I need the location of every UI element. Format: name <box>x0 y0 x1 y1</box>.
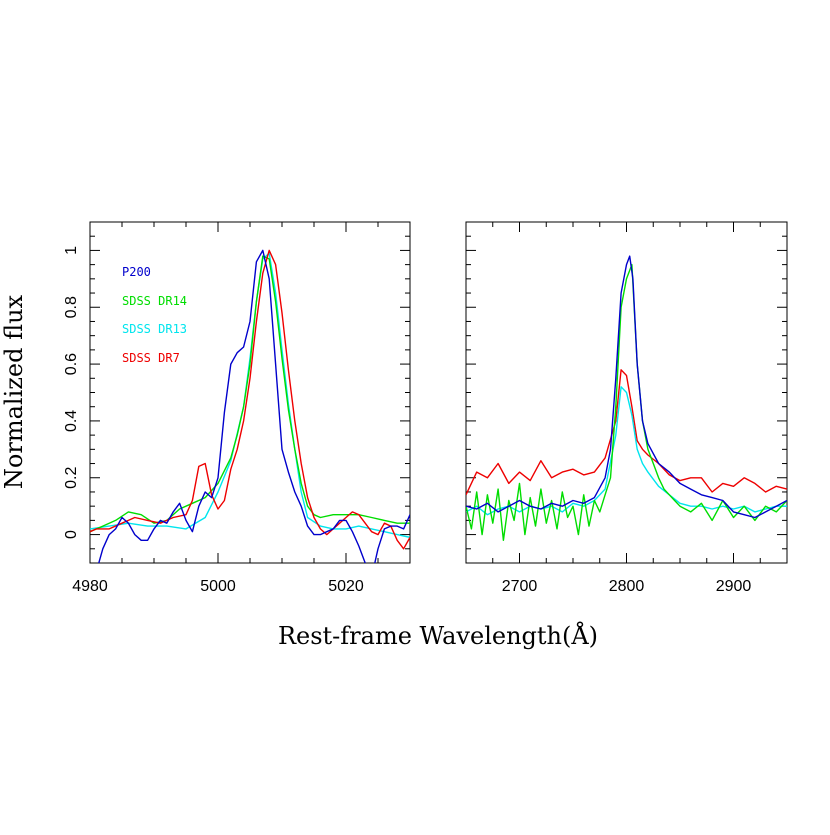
series-line-sdss-dr13 <box>466 386 787 516</box>
y-tick-label: 0 <box>63 530 80 539</box>
series-line-p200 <box>466 255 787 519</box>
panel-mgii: 2700 2800 2900 <box>465 221 788 595</box>
y-tick-label: 0.8 <box>63 296 80 318</box>
panel-oiii: 4980 5000 5020 0 0.2 0.4 0.6 0.8 1 <box>63 221 411 595</box>
x-tick-label: 4980 <box>72 578 108 595</box>
legend: P200 SDSS DR14 SDSS DR13 SDSS DR7 <box>122 265 187 365</box>
series-line-sdss-dr7 <box>466 369 787 496</box>
panel-mgii-series <box>466 255 787 541</box>
legend-label: SDSS DR13 <box>122 322 187 336</box>
legend-label: SDSS DR7 <box>122 351 180 365</box>
legend-label: P200 <box>122 265 151 279</box>
x-tick-label: 2800 <box>609 578 645 595</box>
panel-mgii-ticks: 2700 2800 2900 <box>465 221 788 595</box>
x-tick-label: 5020 <box>328 578 364 595</box>
series-line-sdss-dr13 <box>90 252 410 539</box>
x-axis-label: Rest-frame Wavelength(Å) <box>278 621 598 650</box>
y-tick-label: 0.2 <box>63 467 80 489</box>
y-tick-label: 0.6 <box>63 353 80 375</box>
x-tick-label: 2700 <box>502 578 538 595</box>
y-tick-label: 0.4 <box>63 410 80 432</box>
y-axis-label: Normalized flux <box>0 294 28 489</box>
x-tick-label: 5000 <box>200 578 236 595</box>
series-line-sdss-dr7 <box>90 249 410 550</box>
y-tick-label: 1 <box>63 246 80 255</box>
series-line-p200 <box>98 249 410 563</box>
panel-oiii-ticks: 4980 5000 5020 0 0.2 0.4 0.6 0.8 1 <box>63 221 411 595</box>
series-line-sdss-dr14 <box>466 263 787 541</box>
panel-oiii-series <box>90 249 410 563</box>
legend-label: SDSS DR14 <box>122 294 187 308</box>
x-tick-label: 2900 <box>716 578 752 595</box>
